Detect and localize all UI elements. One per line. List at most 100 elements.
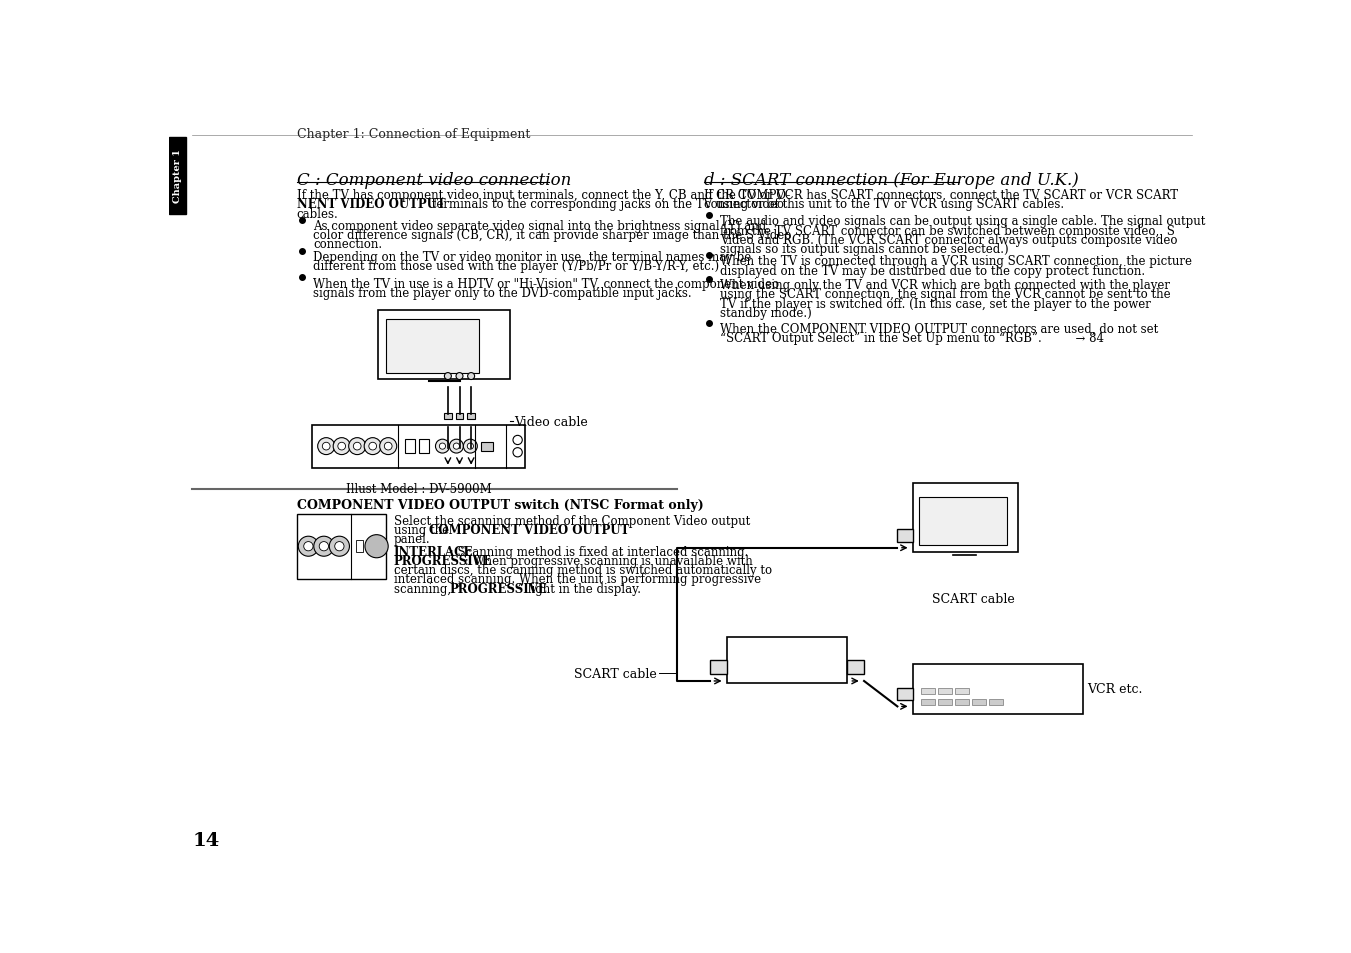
Bar [386,320,478,374]
Bar [467,414,476,419]
Bar [169,137,186,214]
Text: different from those used with the player (Y/Pb/Pr or Y/B-Y/R-Y, etc.): different from those used with the playe… [313,260,719,273]
Text: When the COMPONENT VIDEO OUTPUT connectors are used, do not set: When the COMPONENT VIDEO OUTPUT connecto… [720,323,1158,335]
Text: The audio and video signals can be output using a single cable. The signal outpu: The audio and video signals can be outpu… [720,215,1205,228]
Text: : Scanning method is fixed at interlaced scanning.: : Scanning method is fixed at interlaced… [446,545,748,558]
Bar [989,699,1002,705]
Circle shape [454,443,459,450]
Circle shape [467,443,473,450]
Bar [955,699,969,705]
Bar [355,540,363,553]
Bar [920,688,935,695]
Text: signals from the player only to the DVD-compatible input jacks.: signals from the player only to the DVD-… [313,287,692,299]
Circle shape [299,537,319,557]
Text: Depending on the TV or video monitor in use, the terminal names may be: Depending on the TV or video monitor in … [313,251,751,263]
Text: COMPONENT VIDEO OUTPUT: COMPONENT VIDEO OUTPUT [430,523,630,537]
Circle shape [334,438,350,456]
Text: When the TV is connected through a VCR using SCART connection, the picture: When the TV is connected through a VCR u… [720,255,1192,268]
Bar [938,699,951,705]
Circle shape [380,438,397,456]
Circle shape [365,535,388,558]
Text: terminals to the corresponding jacks on the TV using video: terminals to the corresponding jacks on … [428,198,785,212]
Bar [444,414,451,419]
Text: connection.: connection. [313,238,382,252]
Text: d : SCART connection (For Europe and U.K.): d : SCART connection (For Europe and U.K… [704,172,1078,189]
Bar [481,442,493,452]
Circle shape [450,439,463,454]
Text: panel.: panel. [393,533,430,546]
Text: SCART cable: SCART cable [932,593,1015,605]
Circle shape [457,374,463,380]
Text: Video cable: Video cable [513,416,588,429]
Circle shape [354,443,361,451]
Text: COMPONENT VIDEO OUTPUT switch (NTSC Format only): COMPONENT VIDEO OUTPUT switch (NTSC Form… [297,499,704,512]
Circle shape [304,542,313,551]
Text: SCART cable: SCART cable [574,667,657,680]
Bar [913,664,1084,715]
Text: from the TV SCART connector can be switched between composite video,  S: from the TV SCART connector can be switc… [720,224,1175,237]
Text: standby mode.): standby mode.) [720,307,812,319]
Circle shape [369,443,377,451]
Text: “SCART Output Select” in the Set Up menu to “RGB”.         → 84: “SCART Output Select” in the Set Up menu… [720,332,1104,345]
Text: PROGRESSIVE: PROGRESSIVE [450,582,547,595]
Text: INTERLACE: INTERLACE [393,545,473,558]
Bar [938,688,951,695]
Bar [971,699,986,705]
Circle shape [513,436,523,445]
Text: TV if the player is switched off. (In this case, set the player to the power: TV if the player is switched off. (In th… [720,297,1151,311]
Text: If the TV or VCR has SCART connectors, connect the TV SCART or VCR SCART: If the TV or VCR has SCART connectors, c… [704,189,1178,202]
Circle shape [313,537,334,557]
Bar [405,439,415,454]
Bar [709,660,727,675]
Bar [312,426,526,468]
Text: color difference signals (CB, CR), it can provide sharper image than the S Video: color difference signals (CB, CR), it ca… [313,229,792,242]
Text: signals so its output signals cannot be selected.): signals so its output signals cannot be … [720,243,1009,255]
Circle shape [455,450,463,457]
Circle shape [349,438,366,456]
Circle shape [467,450,476,457]
Circle shape [467,374,474,380]
Text: Illust Model : DV-5900M: Illust Model : DV-5900M [346,482,492,495]
Text: cables.: cables. [297,208,339,220]
Text: : When progressive scanning is unavailable with: : When progressive scanning is unavailab… [461,555,753,567]
Bar [366,540,374,553]
Bar [727,638,847,683]
Circle shape [384,443,392,451]
Bar [378,311,509,379]
Text: VCR etc.: VCR etc. [1088,682,1143,696]
Circle shape [335,542,345,551]
Text: 14: 14 [192,831,219,849]
Circle shape [444,450,451,457]
Circle shape [323,443,330,451]
Circle shape [338,443,346,451]
Text: If the TV has component video input terminals, connect the Y, CB and CR COMPO-: If the TV has component video input term… [297,189,790,202]
Text: Chapter 1: Connection of Equipment: Chapter 1: Connection of Equipment [297,129,530,141]
Circle shape [463,439,477,454]
Text: When using only the TV and VCR which are both connected with the player: When using only the TV and VCR which are… [720,279,1170,292]
Bar [419,439,428,454]
Bar [919,497,1006,545]
Circle shape [435,439,450,454]
Text: connector of this unit to the TV or VCR using SCART cables.: connector of this unit to the TV or VCR … [704,198,1063,212]
Text: NENT VIDEO OUTPUT: NENT VIDEO OUTPUT [297,198,446,212]
Bar [847,660,865,675]
Circle shape [330,537,350,557]
Circle shape [317,438,335,456]
Bar [920,699,935,705]
Circle shape [319,542,328,551]
Circle shape [444,374,451,380]
Circle shape [439,443,446,450]
Text: certain discs, the scanning method is switched automatically to: certain discs, the scanning method is sw… [393,563,771,577]
Bar [897,688,913,700]
Text: using the SCART connection, the signal from the VCR cannot be sent to the: using the SCART connection, the signal f… [720,288,1170,301]
Text: scanning, “: scanning, “ [393,582,461,595]
Circle shape [365,438,381,456]
Bar [455,414,463,419]
Text: C : Component video connection: C : Component video connection [297,172,571,189]
Circle shape [513,448,523,457]
Text: PROGRESSIVE: PROGRESSIVE [393,555,492,567]
Text: Video and RGB. (The VCR SCART connector always outputs composite video: Video and RGB. (The VCR SCART connector … [720,233,1178,247]
Text: interlaced scanning. When the unit is performing progressive: interlaced scanning. When the unit is pe… [393,573,761,586]
Bar [297,515,386,579]
Text: When the TV in use is a HDTV or "Hi-Vision" TV, connect the component video: When the TV in use is a HDTV or "Hi-Visi… [313,277,780,291]
